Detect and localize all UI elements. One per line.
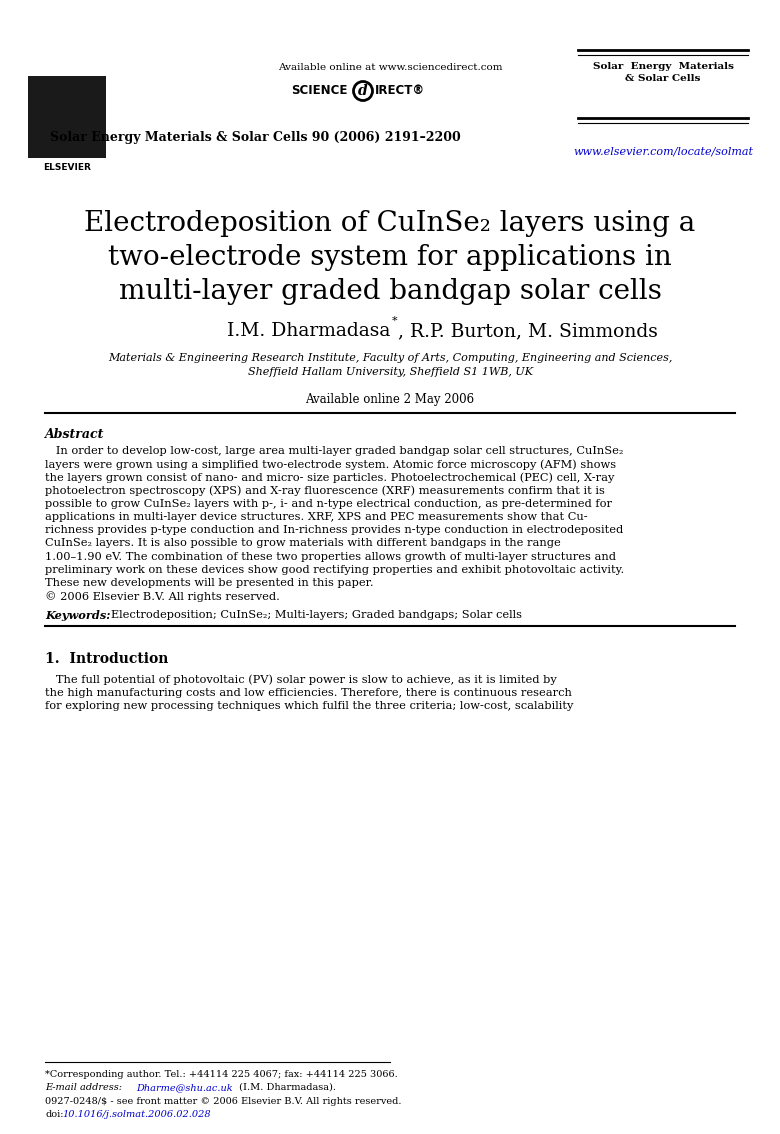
Text: In order to develop low-cost, large area multi-layer graded bandgap solar cell s: In order to develop low-cost, large area… [45,446,623,456]
Text: Available online 2 May 2006: Available online 2 May 2006 [306,393,474,406]
Text: the high manufacturing costs and low efficiencies. Therefore, there is continuou: the high manufacturing costs and low eff… [45,687,572,697]
Text: Electrodeposition of CuInSe₂ layers using a: Electrodeposition of CuInSe₂ layers usin… [84,210,696,237]
Text: These new developments will be presented in this paper.: These new developments will be presented… [45,578,374,589]
Text: preliminary work on these devices show good rectifying properties and exhibit ph: preliminary work on these devices show g… [45,565,624,575]
Text: CuInSe₂ layers. It is also possible to grow materials with different bandgaps in: CuInSe₂ layers. It is also possible to g… [45,539,561,549]
Text: richness provides p-type conduction and In-richness provides n-type conduction i: richness provides p-type conduction and … [45,525,623,535]
Text: © 2006 Elsevier B.V. All rights reserved.: © 2006 Elsevier B.V. All rights reserved… [45,591,280,602]
Text: Abstract: Abstract [45,428,105,441]
Text: multi-layer graded bandgap solar cells: multi-layer graded bandgap solar cells [119,278,661,305]
Text: two-electrode system for applications in: two-electrode system for applications in [108,244,672,271]
Text: 1.00–1.90 eV. The combination of these two properties allows growth of multi-lay: 1.00–1.90 eV. The combination of these t… [45,551,616,561]
Text: Sheffield Hallam University, Sheffield S1 1WB, UK: Sheffield Hallam University, Sheffield S… [247,367,533,376]
Text: Solar  Energy  Materials: Solar Energy Materials [593,62,733,71]
Text: 1.  Introduction: 1. Introduction [45,652,168,667]
Text: , R.P. Burton, M. Simmonds: , R.P. Burton, M. Simmonds [398,322,658,340]
Text: layers were grown using a simplified two-electrode system. Atomic force microsco: layers were grown using a simplified two… [45,459,616,469]
Text: 10.1016/j.solmat.2006.02.028: 10.1016/j.solmat.2006.02.028 [62,1110,211,1119]
Text: for exploring new processing techniques which fulfil the three criteria; low-cos: for exploring new processing techniques … [45,701,573,711]
Text: Dharme@shu.ac.uk: Dharme@shu.ac.uk [136,1083,232,1092]
Text: *: * [392,316,398,325]
Bar [28,76,106,158]
Text: www.elsevier.com/locate/solmat: www.elsevier.com/locate/solmat [573,146,753,156]
Text: SCIENCE: SCIENCE [292,84,348,98]
Text: The full potential of photovoltaic (PV) solar power is slow to achieve, as it is: The full potential of photovoltaic (PV) … [45,675,557,685]
Text: applications in multi-layer device structures. XRF, XPS and PEC measurements sho: applications in multi-layer device struc… [45,511,587,522]
Text: Solar Energy Materials & Solar Cells 90 (2006) 2191–2200: Solar Energy Materials & Solar Cells 90 … [50,132,460,144]
Text: E-mail address:: E-mail address: [45,1083,125,1092]
Text: & Solar Cells: & Solar Cells [626,74,700,83]
Text: the layers grown consist of nano- and micro- size particles. Photoelectrochemica: the layers grown consist of nano- and mi… [45,473,615,483]
Text: doi:: doi: [45,1110,63,1119]
Text: I.M. Dharmadasa: I.M. Dharmadasa [227,322,390,340]
Text: possible to grow CuInSe₂ layers with p-, i- and n-type electrical conduction, as: possible to grow CuInSe₂ layers with p-,… [45,499,612,509]
Text: Materials & Engineering Research Institute, Faculty of Arts, Computing, Engineer: Materials & Engineering Research Institu… [108,353,672,363]
Text: photoelectron spectroscopy (XPS) and X-ray fluorescence (XRF) measurements confi: photoelectron spectroscopy (XPS) and X-r… [45,485,604,497]
Text: Keywords:: Keywords: [45,610,115,621]
Text: d: d [358,84,368,98]
Text: IRECT®: IRECT® [375,84,425,98]
Text: (I.M. Dharmadasa).: (I.M. Dharmadasa). [236,1083,336,1092]
Text: Electrodeposition; CuInSe₂; Multi-layers; Graded bandgaps; Solar cells: Electrodeposition; CuInSe₂; Multi-layers… [111,610,522,620]
Text: ELSEVIER: ELSEVIER [43,163,91,172]
Text: Available online at www.sciencedirect.com: Available online at www.sciencedirect.co… [278,64,502,71]
Text: 0927-0248/$ - see front matter © 2006 Elsevier B.V. All rights reserved.: 0927-0248/$ - see front matter © 2006 El… [45,1097,402,1106]
Text: *Corresponding author. Tel.: +44114 225 4067; fax: +44114 225 3066.: *Corresponding author. Tel.: +44114 225 … [45,1070,398,1078]
